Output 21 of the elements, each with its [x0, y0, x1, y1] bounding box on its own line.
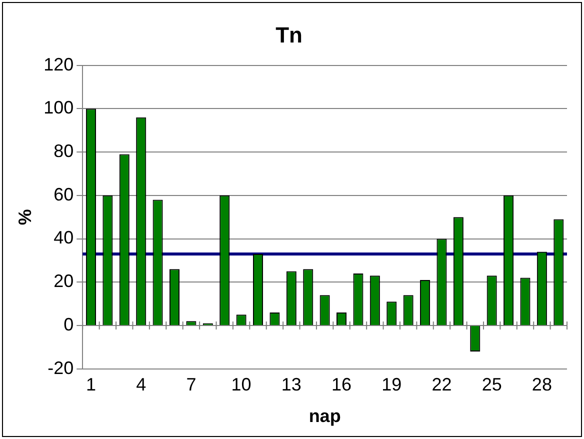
x-tick-label: 10	[231, 374, 252, 395]
y-tick-label: 60	[54, 184, 74, 204]
chart-title: Tn	[276, 22, 302, 48]
x-tick-label: 1	[86, 374, 96, 395]
x-tick-label: 25	[482, 374, 502, 395]
y-tick-label: 20	[54, 271, 74, 292]
x-tick-label: 7	[186, 374, 196, 395]
y-axis-title: %	[14, 209, 35, 226]
y-tick-label: 80	[54, 141, 74, 162]
y-tick-label: 120	[44, 54, 74, 74]
y-tick-label: 100	[44, 98, 74, 118]
x-tick-label: 19	[382, 374, 402, 395]
x-tick-label: 16	[332, 374, 352, 395]
y-tick-label: 0	[64, 314, 74, 334]
x-axis-title: nap	[308, 406, 341, 426]
x-tick-label: 28	[532, 374, 552, 395]
x-tick-label: 22	[432, 374, 452, 395]
x-tick-label: 13	[281, 374, 302, 395]
y-tick-label: -20	[48, 358, 74, 378]
x-tick-label: 4	[136, 374, 146, 395]
y-tick-label: 40	[54, 228, 74, 248]
